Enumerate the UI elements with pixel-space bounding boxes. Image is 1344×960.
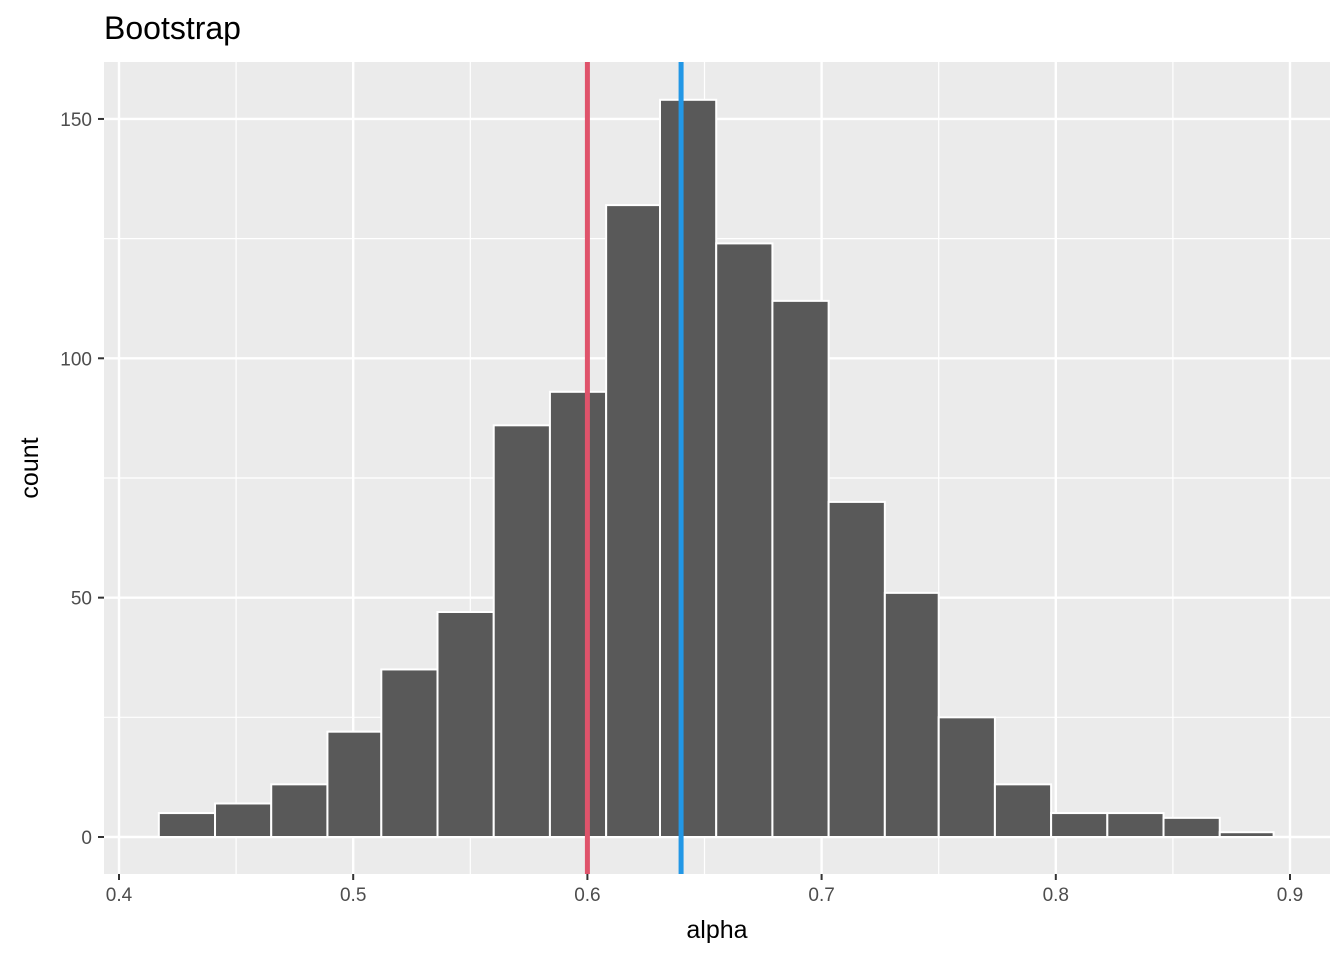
histogram-bar: [270, 783, 329, 839]
histogram-bar: [157, 812, 217, 839]
histogram-bar: [771, 299, 830, 838]
histogram-bar: [883, 591, 940, 838]
y-axis: 0 50 100 150: [60, 110, 104, 849]
histogram-bar: [1106, 812, 1165, 839]
histogram-bar: [937, 716, 996, 839]
y-axis-title: count: [16, 437, 44, 498]
y-tick-label: 0: [81, 828, 92, 849]
histogram-bar: [1162, 816, 1221, 838]
x-tick-label: 0.6: [574, 885, 600, 906]
y-tick-label: 150: [60, 110, 92, 131]
histogram-bar: [659, 98, 718, 838]
x-tick-label: 0.8: [1043, 885, 1069, 906]
histogram-bar: [436, 611, 495, 838]
histogram-bar: [1218, 831, 1275, 839]
histogram-bar: [492, 424, 551, 838]
histogram-bar: [605, 204, 662, 838]
x-tick-label: 0.7: [808, 885, 834, 906]
x-axis: 0.4 0.5 0.6 0.7 0.8 0.9: [106, 874, 1303, 906]
x-tick-label: 0.4: [106, 885, 133, 906]
histogram-bar: [380, 668, 439, 839]
histogram-bar: [214, 802, 273, 839]
histogram-bar: [548, 390, 608, 838]
y-tick-label: 50: [71, 589, 92, 610]
y-tick-label: 100: [60, 349, 92, 370]
histogram-bar: [326, 730, 383, 838]
histogram-bar: [715, 242, 774, 839]
histogram-bar: [993, 783, 1053, 839]
x-axis-title: alpha: [686, 916, 747, 944]
x-tick-label: 0.5: [340, 885, 366, 906]
histogram-bars: [157, 98, 1275, 839]
chart-title: Bootstrap: [104, 10, 241, 46]
reference-lines: [584, 62, 684, 874]
histogram-bar: [827, 500, 886, 838]
histogram-bar: [1050, 812, 1109, 839]
x-tick-label: 0.9: [1277, 885, 1303, 906]
